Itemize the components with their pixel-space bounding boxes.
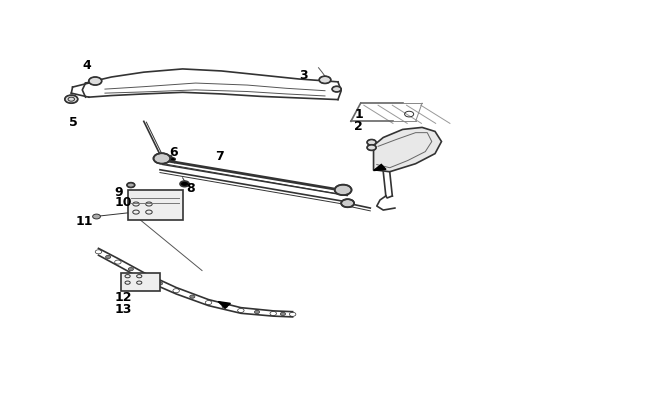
Text: 13: 13 xyxy=(114,303,132,315)
Text: 1: 1 xyxy=(354,107,363,121)
Text: 3: 3 xyxy=(299,69,307,82)
Text: 5: 5 xyxy=(70,115,78,128)
Circle shape xyxy=(170,158,176,162)
Circle shape xyxy=(93,215,100,220)
Circle shape xyxy=(65,96,78,104)
Circle shape xyxy=(127,183,135,188)
Circle shape xyxy=(105,256,110,259)
Circle shape xyxy=(157,282,162,286)
Circle shape xyxy=(367,145,376,151)
Circle shape xyxy=(335,185,352,196)
FancyBboxPatch shape xyxy=(127,190,183,221)
Polygon shape xyxy=(218,302,230,308)
Circle shape xyxy=(319,77,331,84)
Circle shape xyxy=(254,311,259,314)
Circle shape xyxy=(180,181,189,187)
Text: 9: 9 xyxy=(114,186,124,199)
Circle shape xyxy=(128,268,133,271)
Circle shape xyxy=(280,313,285,316)
Polygon shape xyxy=(374,128,441,173)
Text: 12: 12 xyxy=(114,290,132,303)
Text: 10: 10 xyxy=(114,196,132,209)
Circle shape xyxy=(89,78,101,86)
Text: 2: 2 xyxy=(354,119,363,132)
Circle shape xyxy=(367,140,376,146)
FancyBboxPatch shape xyxy=(121,273,160,291)
Circle shape xyxy=(222,305,227,308)
Circle shape xyxy=(190,295,195,298)
Text: 11: 11 xyxy=(76,214,94,227)
Text: 4: 4 xyxy=(83,59,91,72)
Text: 8: 8 xyxy=(186,182,194,195)
Circle shape xyxy=(153,154,170,164)
Circle shape xyxy=(341,200,354,208)
Polygon shape xyxy=(374,165,386,171)
Text: 6: 6 xyxy=(170,146,178,159)
Circle shape xyxy=(332,87,341,93)
Text: 7: 7 xyxy=(215,150,224,163)
